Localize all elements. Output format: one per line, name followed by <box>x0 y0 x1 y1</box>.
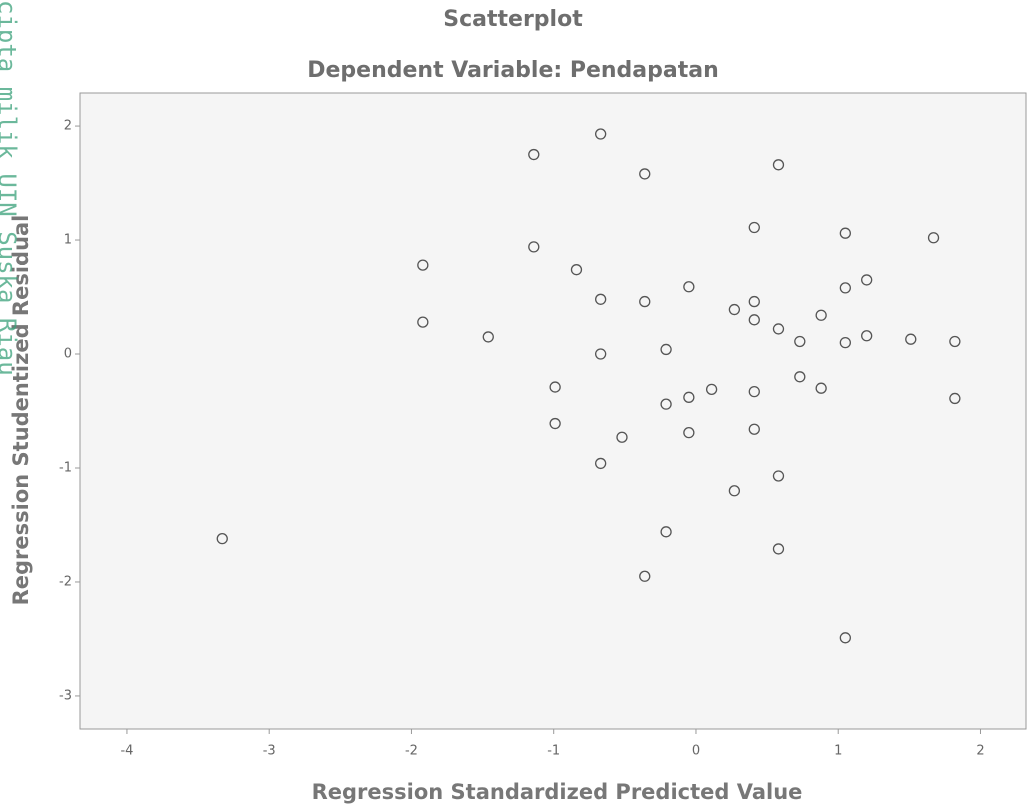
x-tick-label: -1 <box>547 744 560 759</box>
x-axis-label: Regression Standardized Predicted Value <box>312 780 803 804</box>
x-tick-label: -2 <box>405 744 418 759</box>
plot-area <box>80 93 1026 729</box>
y-tick-label: -3 <box>59 688 72 703</box>
x-tick-label: -4 <box>120 744 133 759</box>
chart-subtitle: Dependent Variable: Pendapatan <box>307 58 719 83</box>
x-tick-label: -3 <box>263 744 276 759</box>
y-tick-label: 0 <box>64 347 72 362</box>
chart-title: Scatterplot <box>443 7 583 32</box>
watermark: cipta milik UIN Suska Riau <box>0 0 21 376</box>
y-tick-label: 2 <box>64 119 72 134</box>
chart: Scatterplot Dependent Variable: Pendapat… <box>0 0 1027 809</box>
y-tick-label: 1 <box>64 233 72 248</box>
x-tick-label: 2 <box>976 744 984 759</box>
y-tick-label: -2 <box>59 574 72 589</box>
x-tick-label: 1 <box>834 744 842 759</box>
x-tick-label: 0 <box>692 744 700 759</box>
y-tick-label: -1 <box>59 460 72 475</box>
